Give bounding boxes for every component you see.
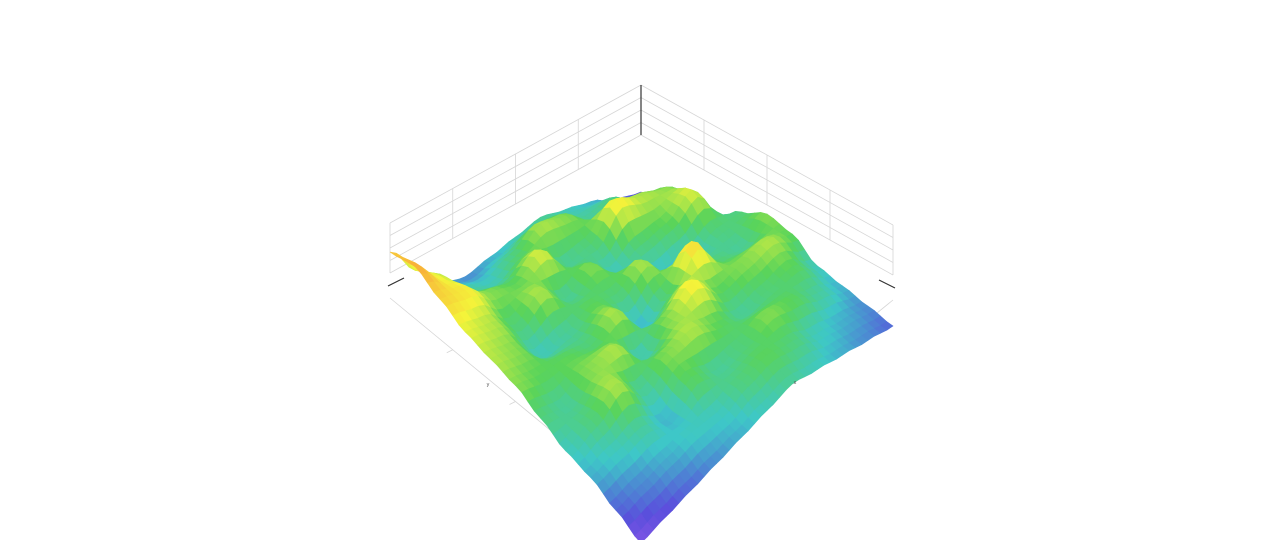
x-tick bbox=[446, 349, 453, 354]
grid-line bbox=[389, 134, 642, 274]
surface-patch bbox=[634, 529, 648, 540]
plot-axes bbox=[387, 85, 896, 289]
grid-line bbox=[389, 84, 642, 224]
grid-line bbox=[640, 84, 894, 226]
grid-line bbox=[640, 122, 894, 263]
grid-line bbox=[640, 109, 894, 251]
grid-line bbox=[389, 122, 642, 261]
plot-grid bbox=[389, 84, 894, 506]
surface[interactable] bbox=[389, 186, 894, 540]
x-axis-title: x bbox=[794, 380, 797, 386]
grid-line bbox=[640, 97, 894, 238]
x-tick bbox=[509, 401, 516, 405]
grid-line bbox=[389, 109, 642, 249]
grid-line bbox=[640, 134, 894, 276]
left-axis-stub bbox=[387, 277, 405, 287]
y-axis-title: y bbox=[487, 382, 490, 388]
grid-line bbox=[389, 97, 642, 236]
right-axis-stub bbox=[878, 279, 896, 289]
